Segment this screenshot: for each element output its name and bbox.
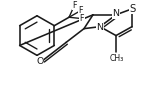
Text: F: F	[80, 14, 84, 23]
Text: CH₃: CH₃	[110, 54, 124, 63]
Text: F: F	[78, 6, 83, 15]
Text: S: S	[130, 4, 136, 14]
Text: F: F	[72, 1, 77, 10]
Text: O: O	[36, 57, 44, 66]
Text: N: N	[96, 23, 103, 32]
Text: N: N	[112, 9, 120, 18]
